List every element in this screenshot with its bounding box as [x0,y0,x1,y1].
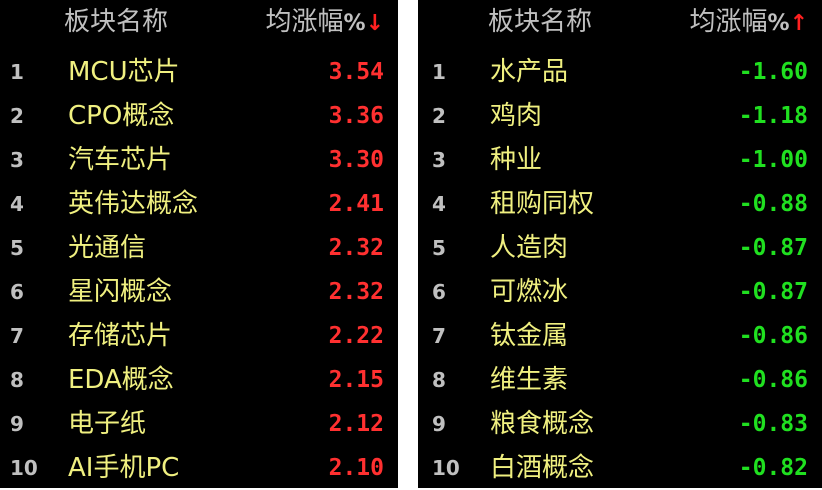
table-row[interactable]: 6 可燃冰 -0.87 [418,270,822,314]
sector-name: 鸡肉 [490,101,543,131]
row-index: 1 [432,60,446,84]
table-row[interactable]: 8 维生素 -0.86 [418,358,822,402]
top-gainers-panel: 板块名称 均涨幅%↓ 1 MCU芯片 3.54 2 CPO概念 3.36 3 汽车芯片 3.30… [0,0,398,488]
table-row[interactable]: 4 英伟达概念 2.41 [0,182,398,226]
row-index: 7 [432,324,446,348]
column-header-change[interactable]: 均涨幅%↑ [690,0,809,46]
row-index: 10 [432,456,460,480]
avg-change: 2.32 [328,235,384,261]
table-row[interactable]: 9 电子纸 2.12 [0,402,398,446]
table-header: 板块名称 均涨幅%↑ [418,0,822,44]
change-label: 均涨幅 [265,7,344,37]
sector-name: AI手机PC [68,453,180,483]
row-index: 6 [432,280,446,304]
sort-down-icon: ↓ [365,11,384,36]
row-index: 2 [10,104,24,128]
table-row[interactable]: 10 白酒概念 -0.82 [418,446,822,490]
column-header-change[interactable]: 均涨幅%↓ [266,0,385,46]
avg-change: -0.86 [738,367,808,393]
sector-name: CPO概念 [68,101,175,131]
avg-change: 2.41 [328,191,384,217]
row-index: 5 [432,236,446,260]
sector-name: 维生素 [490,365,569,395]
table-row[interactable]: 3 种业 -1.00 [418,138,822,182]
avg-change: 3.30 [328,147,384,173]
top-losers-panel: 板块名称 均涨幅%↑ 1 水产品 -1.60 2 鸡肉 -1.18 3 种业 -1.00 4 租购同… [418,0,822,488]
sector-name: 人造肉 [490,233,569,263]
sector-name: 白酒概念 [490,453,595,483]
sector-name: 英伟达概念 [68,189,199,219]
row-index: 5 [10,236,24,260]
avg-change: -0.83 [738,411,808,437]
sector-name: 电子纸 [68,409,147,439]
row-index: 8 [10,368,24,392]
sector-name: 粮食概念 [490,409,595,439]
sector-name: EDA概念 [68,365,174,395]
sector-name: 钛金属 [490,321,569,351]
table-row[interactable]: 9 粮食概念 -0.83 [418,402,822,446]
sector-name: 水产品 [490,57,569,87]
table-row[interactable]: 5 光通信 2.32 [0,226,398,270]
table-row[interactable]: 3 汽车芯片 3.30 [0,138,398,182]
row-index: 8 [432,368,446,392]
avg-change: -0.86 [738,323,808,349]
sector-name: MCU芯片 [68,57,180,87]
column-header-name[interactable]: 板块名称 [64,7,169,37]
table-row[interactable]: 6 星闪概念 2.32 [0,270,398,314]
avg-change: -0.87 [738,279,808,305]
avg-change: -0.82 [738,455,808,481]
row-index: 1 [10,60,24,84]
sector-name: 可燃冰 [490,277,569,307]
table-row[interactable]: 2 鸡肉 -1.18 [418,94,822,138]
row-index: 4 [432,192,446,216]
sector-name: 种业 [490,145,543,175]
table-row[interactable]: 10 AI手机PC 2.10 [0,446,398,490]
avg-change: -0.88 [738,191,808,217]
percent-label: % [767,11,790,36]
sector-name: 存储芯片 [68,321,173,351]
change-label: 均涨幅 [689,7,768,37]
row-index: 10 [10,456,38,480]
table-header: 板块名称 均涨幅%↓ [0,0,398,44]
row-index: 9 [10,412,24,436]
avg-change: 3.54 [328,59,384,85]
avg-change: -0.87 [738,235,808,261]
table-row[interactable]: 7 钛金属 -0.86 [418,314,822,358]
table-row[interactable]: 7 存储芯片 2.22 [0,314,398,358]
row-index: 7 [10,324,24,348]
avg-change: -1.60 [738,59,808,85]
avg-change: -1.00 [738,147,808,173]
row-index: 4 [10,192,24,216]
row-index: 9 [432,412,446,436]
table-row[interactable]: 1 水产品 -1.60 [418,50,822,94]
sector-name: 光通信 [68,233,147,263]
avg-change: 2.12 [328,411,384,437]
row-index: 2 [432,104,446,128]
avg-change: 3.36 [328,103,384,129]
sector-name: 租购同权 [490,189,595,219]
avg-change: 2.15 [328,367,384,393]
row-index: 3 [10,148,24,172]
table-row[interactable]: 5 人造肉 -0.87 [418,226,822,270]
avg-change: 2.32 [328,279,384,305]
percent-label: % [343,11,366,36]
avg-change: 2.22 [328,323,384,349]
sort-up-icon: ↑ [789,11,808,36]
avg-change: 2.10 [328,455,384,481]
avg-change: -1.18 [738,103,808,129]
row-index: 3 [432,148,446,172]
table-row[interactable]: 1 MCU芯片 3.54 [0,50,398,94]
sector-name: 汽车芯片 [68,145,173,175]
table-row[interactable]: 2 CPO概念 3.36 [0,94,398,138]
table-row[interactable]: 8 EDA概念 2.15 [0,358,398,402]
sector-name: 星闪概念 [68,277,173,307]
table-row[interactable]: 4 租购同权 -0.88 [418,182,822,226]
column-header-name[interactable]: 板块名称 [488,7,593,37]
row-index: 6 [10,280,24,304]
